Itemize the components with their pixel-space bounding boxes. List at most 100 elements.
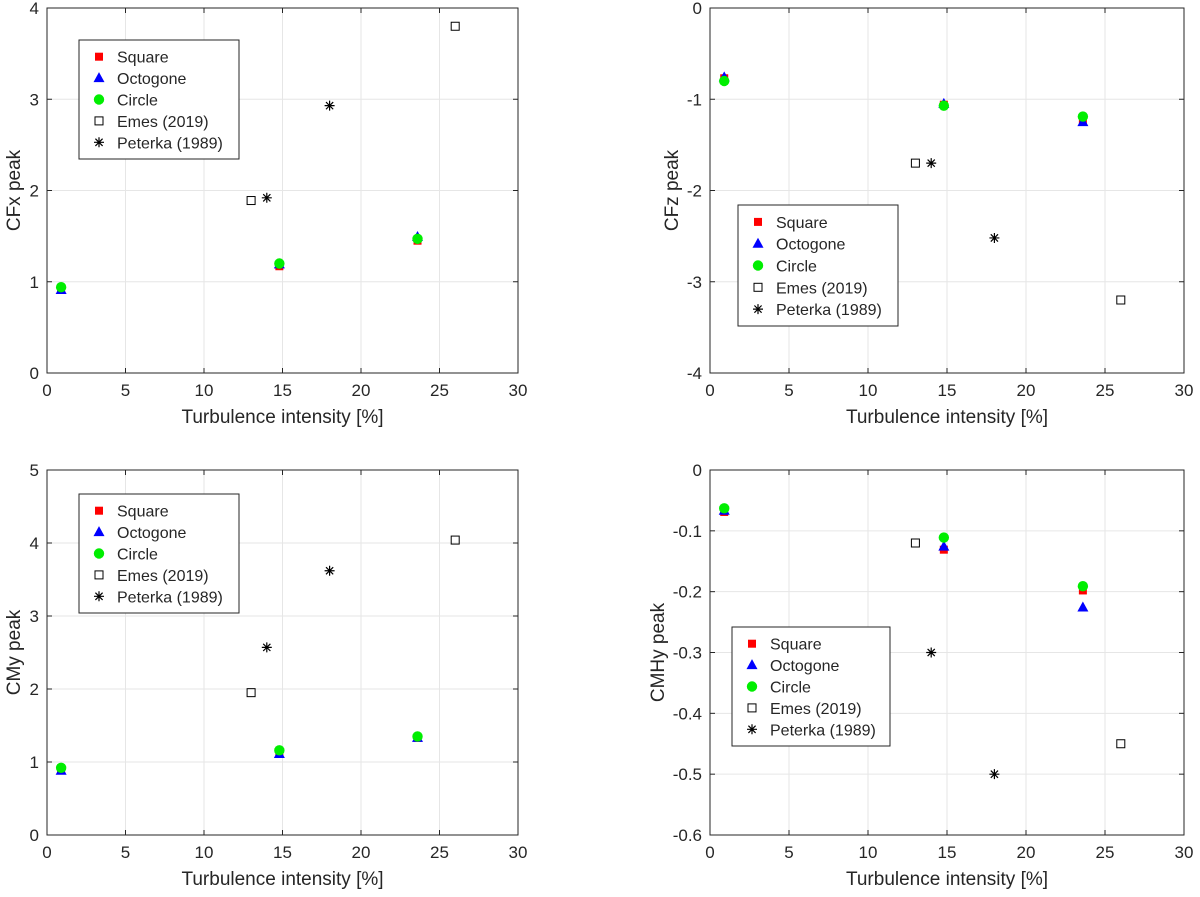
legend-marker (93, 548, 105, 559)
x-tick-label: 10 (195, 843, 214, 862)
data-point (274, 258, 285, 269)
data-point (450, 21, 460, 31)
series-circle (55, 731, 423, 774)
chart-1: 0 5 10 15 20 25 30 0 1 2 3 4 Turbulence intensity [%… (4, 0, 527, 428)
y-tick-label: 4 (30, 534, 39, 553)
x-tick-label: 15 (273, 381, 292, 400)
x-tick-label: 20 (352, 843, 371, 862)
legend-marker (94, 591, 104, 602)
series-circle (719, 75, 1089, 122)
data-point (926, 158, 937, 169)
data-point (261, 192, 272, 203)
series-emes-2019 (910, 158, 1126, 305)
data-point (938, 540, 950, 551)
y-tick-label: -0.6 (673, 826, 702, 845)
data-point (938, 100, 950, 111)
legend-label: Peterka (1989) (117, 589, 223, 606)
x-tick-label: 15 (938, 843, 957, 862)
data-point (324, 565, 335, 576)
y-tick-label: -0.4 (673, 704, 702, 723)
x-tick-label: 25 (1096, 843, 1115, 862)
data-point (1116, 295, 1126, 305)
series-peterka-1989 (261, 100, 335, 203)
y-tick-label: -4 (687, 364, 702, 383)
x-axis-label: Turbulence intensity [%] (181, 869, 383, 890)
legend-marker (746, 681, 758, 692)
x-axis-label: Turbulence intensity [%] (181, 407, 383, 428)
y-tick-label: 0 (30, 826, 39, 845)
y-tick-label: 1 (30, 273, 39, 292)
legend-label: Square (770, 637, 822, 654)
x-tick-label: 5 (784, 843, 793, 862)
data-point (412, 731, 423, 742)
legend-marker (95, 52, 103, 61)
data-point (412, 233, 423, 245)
legend-marker (754, 217, 762, 226)
data-point (719, 75, 730, 87)
legend-box (78, 39, 240, 160)
data-point (989, 769, 1000, 780)
legend-marker (746, 659, 758, 670)
legend-marker (95, 506, 103, 515)
chart-3: 0 5 10 15 20 25 30 0 1 2 3 4 5 Turbulence intensity [… (4, 461, 527, 890)
legend-label: Emes (2019) (117, 114, 209, 131)
legend-label: Peterka (1989) (770, 722, 876, 739)
legend-label: Circle (776, 259, 817, 276)
legend-label: Peterka (1989) (776, 302, 882, 319)
y-axis-label: CMy peak (4, 609, 25, 695)
legend-marker (747, 724, 757, 735)
x-tick-label: 5 (784, 381, 793, 400)
data-point (926, 647, 937, 658)
legend-marker (94, 116, 104, 126)
data-point (55, 282, 67, 293)
legend: Square Octogone Circle Emes (2019) Peterka (… (737, 204, 899, 327)
data-point (246, 688, 256, 698)
x-tick-label: 0 (705, 381, 714, 400)
series-peterka-1989 (926, 647, 1000, 780)
legend-marker (93, 72, 105, 83)
x-tick-label: 20 (352, 381, 371, 400)
y-tick-label: 2 (30, 182, 39, 201)
data-point (910, 538, 920, 548)
series-peterka-1989 (926, 158, 1000, 243)
legend-marker (752, 237, 764, 248)
x-tick-label: 20 (1017, 843, 1036, 862)
data-point (246, 196, 256, 206)
data-point (1116, 739, 1126, 749)
legend-label: Emes (2019) (770, 701, 862, 718)
x-tick-label: 30 (1175, 843, 1194, 862)
legend: Square Octogone Circle Emes (2019) Peterka (… (731, 626, 891, 747)
legend-label: Octogone (117, 525, 186, 542)
legend: Square Octogone Circle Emes (2019) Peterka (… (78, 493, 240, 614)
y-axis-label: CFx peak (4, 149, 25, 231)
series-circle (719, 503, 1089, 592)
x-tick-label: 25 (430, 381, 449, 400)
legend-label: Square (117, 50, 169, 67)
data-point (719, 503, 730, 514)
x-tick-label: 15 (273, 843, 292, 862)
data-point (938, 532, 950, 543)
series-circle (55, 233, 423, 293)
x-tick-label: 10 (859, 843, 878, 862)
chart-2: 0 5 10 15 20 25 30 -4 -3 -2 -1 0 Turbulence intensit… (662, 0, 1193, 428)
y-tick-label: 0 (693, 0, 702, 18)
x-tick-label: 0 (42, 381, 51, 400)
legend-marker (93, 94, 105, 105)
y-axis-label: CFz peak (662, 149, 683, 231)
y-tick-label: -2 (687, 182, 702, 201)
x-tick-label: 0 (705, 843, 714, 862)
data-point (910, 158, 920, 168)
x-tick-label: 20 (1017, 381, 1036, 400)
x-tick-label: 15 (938, 381, 957, 400)
y-tick-label: 2 (30, 680, 39, 699)
legend-label: Emes (2019) (117, 568, 209, 585)
y-tick-label: -3 (687, 273, 702, 292)
y-tick-label: 3 (30, 90, 39, 109)
series-peterka-1989 (261, 565, 335, 653)
x-tick-label: 30 (509, 843, 528, 862)
legend-marker (93, 526, 105, 537)
data-point (274, 745, 285, 756)
legend-marker (94, 137, 104, 148)
x-tick-label: 5 (121, 381, 130, 400)
